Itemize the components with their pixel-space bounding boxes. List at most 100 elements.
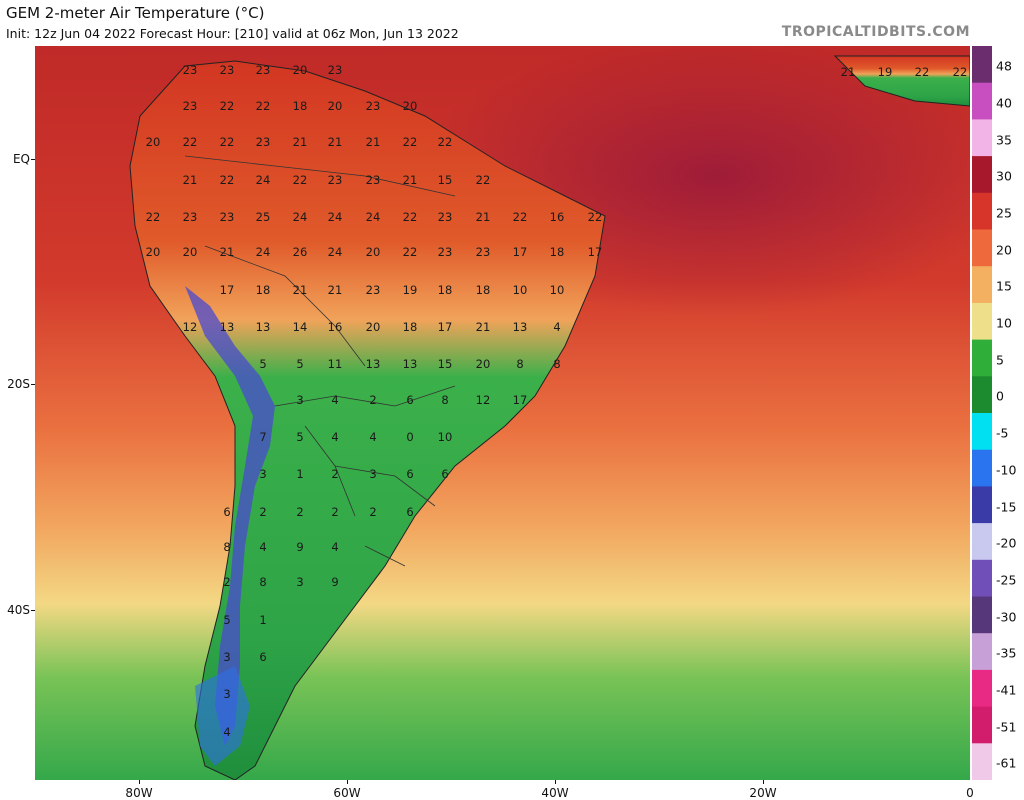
temperature-value-label: 17 bbox=[513, 393, 528, 407]
temperature-value-label: 9 bbox=[296, 540, 303, 554]
temperature-value-label: 23 bbox=[183, 210, 198, 224]
temperature-value-label: 22 bbox=[476, 173, 491, 187]
temperature-value-label: 20 bbox=[146, 245, 161, 259]
temperature-value-label: 22 bbox=[403, 210, 418, 224]
temperature-value-label: 15 bbox=[438, 173, 453, 187]
temperature-value-label: 17 bbox=[220, 283, 235, 297]
colorbar-segment bbox=[972, 706, 992, 744]
temperature-value-label: 22 bbox=[403, 135, 418, 149]
temperature-value-label: 23 bbox=[366, 99, 381, 113]
temperature-value-label: 6 bbox=[259, 650, 266, 664]
colorbar-label: -25 bbox=[996, 572, 1017, 588]
temperature-value-label: 18 bbox=[476, 283, 491, 297]
southern-cone-cold bbox=[195, 666, 250, 766]
temperature-value-label: 16 bbox=[328, 320, 343, 334]
temperature-value-label: 23 bbox=[220, 210, 235, 224]
colorbar-label: -30 bbox=[996, 609, 1017, 625]
colorbar-label: 20 bbox=[996, 242, 1012, 258]
temperature-value-label: 22 bbox=[146, 210, 161, 224]
temperature-value-label: 18 bbox=[293, 99, 308, 113]
temperature-value-label: 8 bbox=[259, 575, 266, 589]
temperature-value-label: 3 bbox=[259, 467, 266, 481]
temperature-value-label: 22 bbox=[953, 65, 968, 79]
colorbar-segment bbox=[972, 486, 992, 524]
temperature-value-label: 24 bbox=[328, 245, 343, 259]
temperature-value-label: 25 bbox=[256, 210, 271, 224]
temperature-value-label: 12 bbox=[183, 320, 198, 334]
temperature-value-label: 4 bbox=[331, 540, 338, 554]
colorbar-segment bbox=[972, 743, 992, 780]
temperature-value-label: 21 bbox=[476, 210, 491, 224]
lon-label-20w: 20W bbox=[749, 786, 777, 800]
colorbar-label: -5 bbox=[996, 425, 1009, 441]
temperature-value-label: 5 bbox=[296, 357, 303, 371]
temperature-value-label: 21 bbox=[476, 320, 491, 334]
temperature-value-label: 13 bbox=[513, 320, 528, 334]
colorbar-segment bbox=[972, 339, 992, 377]
temperature-value-label: 3 bbox=[223, 650, 230, 664]
temperature-value-label: 23 bbox=[328, 173, 343, 187]
lon-label-80w: 80W bbox=[125, 786, 153, 800]
temperature-value-label: 22 bbox=[915, 65, 930, 79]
colorbar-segment bbox=[972, 669, 992, 708]
temperature-value-label: 20 bbox=[183, 245, 198, 259]
temperature-value-label: 20 bbox=[476, 357, 491, 371]
temperature-value-label: 21 bbox=[328, 135, 343, 149]
colorbar-label: 48 bbox=[996, 58, 1012, 74]
temperature-value-label: 21 bbox=[366, 135, 381, 149]
temperature-value-label: 22 bbox=[403, 245, 418, 259]
temperature-value-label: 5 bbox=[223, 613, 230, 627]
lat-label-eq: EQ bbox=[12, 152, 30, 166]
temperature-value-label: 5 bbox=[259, 357, 266, 371]
temperature-value-label: 2 bbox=[369, 393, 376, 407]
temperature-value-label: 13 bbox=[220, 320, 235, 334]
temperature-value-label: 23 bbox=[220, 63, 235, 77]
colorbar-segment bbox=[972, 633, 992, 671]
temperature-value-label: 2 bbox=[259, 505, 266, 519]
temperature-value-label: 23 bbox=[366, 173, 381, 187]
south-america-landmass bbox=[129, 60, 606, 780]
temperature-value-label: 2 bbox=[296, 505, 303, 519]
temperature-value-label: 9 bbox=[331, 575, 338, 589]
colorbar-segment bbox=[972, 413, 992, 451]
temperature-value-label: 4 bbox=[553, 320, 560, 334]
colorbar-segment bbox=[972, 559, 992, 597]
temperature-value-label: 22 bbox=[183, 135, 198, 149]
colorbar-segment bbox=[972, 156, 992, 194]
colorbar-segment bbox=[972, 376, 992, 414]
temperature-value-label: 23 bbox=[366, 283, 381, 297]
temperature-value-label: 2 bbox=[223, 575, 230, 589]
temperature-value-label: 21 bbox=[403, 173, 418, 187]
temperature-value-label: 24 bbox=[256, 245, 271, 259]
temperature-value-label: 11 bbox=[328, 357, 343, 371]
temperature-value-label: 20 bbox=[328, 99, 343, 113]
colorbar-segment bbox=[972, 449, 992, 487]
lon-tick-60w bbox=[347, 780, 348, 784]
colorbar-label: -51 bbox=[996, 719, 1017, 735]
temperature-value-label: 18 bbox=[438, 283, 453, 297]
colorbar-label: 15 bbox=[996, 278, 1012, 294]
temperature-value-label: 20 bbox=[366, 320, 381, 334]
colorbar-label: -15 bbox=[996, 499, 1017, 515]
temperature-value-label: 16 bbox=[550, 210, 565, 224]
temperature-value-label: 4 bbox=[331, 393, 338, 407]
temperature-value-label: 8 bbox=[516, 357, 523, 371]
temperature-value-label: 3 bbox=[296, 575, 303, 589]
chart-subtitle: Init: 12z Jun 04 2022 Forecast Hour: [21… bbox=[6, 26, 459, 41]
lon-label-60w: 60W bbox=[333, 786, 361, 800]
colorbar-segment bbox=[972, 192, 992, 230]
colorbar-label: 0 bbox=[996, 388, 1004, 404]
temperature-value-label: 7 bbox=[259, 430, 266, 444]
temperature-value-label: 19 bbox=[403, 283, 418, 297]
temperature-value-label: 18 bbox=[550, 245, 565, 259]
temperature-value-label: 21 bbox=[328, 283, 343, 297]
colorbar-segment bbox=[972, 46, 992, 84]
colorbar-label: 35 bbox=[996, 132, 1012, 148]
lat-tick-20s bbox=[31, 384, 35, 385]
colorbar-label: 5 bbox=[996, 352, 1004, 368]
temperature-value-label: 20 bbox=[403, 99, 418, 113]
temperature-value-label: 13 bbox=[366, 357, 381, 371]
lat-label-40s: 40S bbox=[7, 603, 30, 617]
temperature-value-label: 10 bbox=[550, 283, 565, 297]
site-brand: TROPICALTIDBITS.COM bbox=[781, 24, 970, 40]
